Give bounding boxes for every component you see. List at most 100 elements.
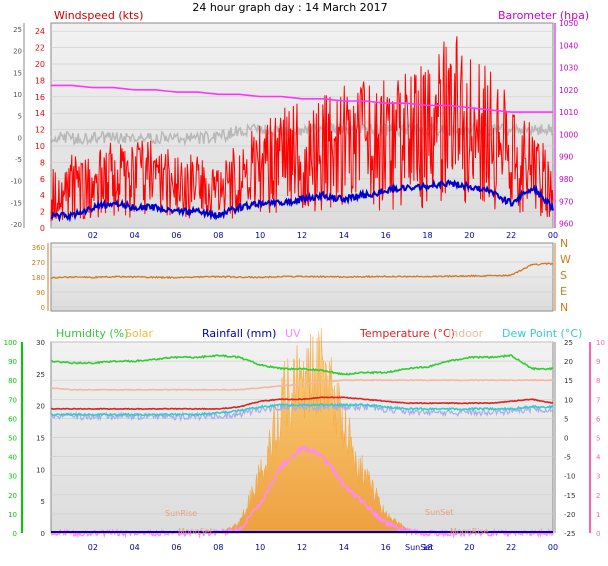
x-tick-label: 12 (297, 231, 307, 240)
x-tick-label: 04 (130, 231, 140, 240)
humidity-line (50, 354, 554, 376)
windspeed-tick-label: 16 (35, 93, 45, 102)
legend-item: Dew Point (°C) (502, 327, 582, 340)
x-tick-label: 08 (213, 543, 223, 552)
humidity-tick-label: 40 (8, 454, 17, 462)
rainfall-tick-label: 30 (36, 339, 45, 347)
windspeed-tick-label: 4 (40, 191, 45, 200)
rainfall-tick-label: 10 (36, 466, 45, 474)
panel3-legend: Humidity (%)Solar Rainfall (mm) UV Temperat… (56, 327, 582, 340)
barometer-tick-label: 970 (559, 197, 574, 206)
blue-trace-line (50, 179, 554, 223)
temperature-tick-label: -15 (564, 492, 575, 500)
windspeed-tick-label: 18 (35, 76, 45, 85)
humidity-tick-label: 80 (8, 377, 17, 385)
x-tick-label: 18 (422, 231, 432, 240)
panel2-series (50, 262, 554, 280)
legend-item: Solar (125, 327, 154, 340)
sun-moon-annotation: SunRise (165, 509, 197, 518)
humidity-temperature-panel: Humidity (%)Solar Rainfall (mm) UV Temperat… (4, 327, 605, 552)
temperature-tick-label: 25 (564, 339, 573, 347)
barometer-tick-label: 1020 (559, 86, 578, 95)
sun-moon-annotation: MoonSet (178, 527, 213, 536)
panel3-second-left-ticks: 30 25 20 15 10 5 0 (36, 339, 45, 538)
windspeed-axis-label: Windspeed (kts) (54, 9, 143, 22)
x-tick-label: 20 (464, 543, 474, 552)
panel3-right-ticks: 25 20 15 10 5 0 -5 -10 -15 -20 -25 (554, 339, 575, 538)
uv-tick-label: 8 (596, 377, 600, 385)
rainfall-tick-label: 25 (36, 371, 45, 379)
humidity-tick-label: 0 (13, 530, 17, 538)
direction-tick-label: 270 (32, 259, 45, 267)
windspeed-tick-label: 10 (35, 142, 45, 151)
windspeed-tick-label: 20 (35, 60, 45, 69)
far-left-tick-label: 5 (18, 113, 22, 121)
far-left-tick-label: -10 (11, 178, 22, 186)
x-tick-label: 10 (255, 231, 265, 240)
dewpoint-line (50, 402, 554, 417)
far-left-tick-label: -20 (11, 221, 22, 229)
x-tick-label: 20 (464, 231, 474, 240)
windspeed-tick-label: 0 (40, 224, 45, 233)
windspeed-tick-label: 24 (35, 27, 45, 36)
temperature-line (50, 396, 554, 411)
x-tick-label: 02 (88, 231, 98, 240)
x-tick-label: 00 (548, 543, 558, 552)
panel2-gridlines (51, 246, 553, 308)
panel3-annotations: SunRise MoonSet SunSet MoonRise SunSet (165, 508, 489, 552)
panel1-x-ticks: 02 04 06 08 10 12 14 16 18 20 22 00 (88, 231, 558, 240)
compass-label: S (560, 269, 567, 282)
compass-label: N (560, 301, 568, 314)
legend-item: Temperature (°C) (359, 327, 455, 340)
panel3-series (50, 328, 554, 539)
compass-label: E (560, 285, 567, 298)
windspeed-tick-label: 2 (40, 208, 45, 217)
panel3-x-ticks: 02 04 06 08 10 12 14 16 18 20 22 00 (88, 543, 558, 552)
lavender-line (50, 401, 554, 423)
x-tick-label: 18 (422, 543, 432, 552)
direction-tick-label: 180 (32, 274, 45, 282)
barometer-tick-label: 1000 (559, 130, 578, 139)
uv-tick-label: 1 (596, 511, 600, 519)
x-tick-label: 10 (255, 543, 265, 552)
wind-direction-line (50, 262, 554, 280)
temperature-tick-label: 10 (564, 396, 573, 404)
x-tick-label: 14 (339, 543, 349, 552)
rainfall-tick-label: 20 (36, 403, 45, 411)
x-tick-label: 04 (130, 543, 140, 552)
panel1-far-left-ticks: 25 20 15 10 5 0 -5 -10 -15 -20 (11, 23, 25, 229)
windspeed-tick-label: 12 (35, 126, 45, 135)
direction-tick-label: 360 (32, 244, 45, 252)
far-left-tick-label: 10 (13, 91, 22, 99)
x-tick-label: 02 (88, 543, 98, 552)
panel1-series (50, 36, 554, 223)
humidity-tick-label: 70 (8, 396, 17, 404)
humidity-tick-label: 100 (4, 339, 17, 347)
uv-tick-label: 4 (596, 454, 601, 462)
humidity-tick-label: 50 (8, 435, 17, 443)
barometer-tick-label: 1030 (559, 64, 578, 73)
windspeed-tick-label: 6 (40, 175, 45, 184)
uv-tick-label: 6 (596, 415, 601, 423)
x-tick-label: 06 (171, 231, 181, 240)
temperature-tick-label: 20 (564, 358, 573, 366)
far-left-tick-label: -5 (15, 156, 22, 164)
x-tick-label: 08 (213, 231, 223, 240)
barometer-tick-label: 980 (559, 175, 574, 184)
legend-item: UV (285, 327, 301, 340)
temperature-tick-label: -20 (564, 511, 575, 519)
far-left-tick-label: 0 (18, 134, 22, 142)
panel1-right-ticks: 1050 1040 1030 1020 1010 1000 990 980 970 960 (554, 19, 578, 229)
uv-tick-label: 3 (596, 473, 600, 481)
direction-tick-label: 90 (36, 289, 45, 297)
chart-title: 24 hour graph day : 14 March 2017 (192, 1, 387, 14)
humidity-tick-label: 90 (8, 358, 17, 366)
uv-tick-label: 5 (596, 435, 600, 443)
x-tick-label: 06 (171, 543, 181, 552)
far-left-tick-label: -15 (11, 199, 22, 207)
barometer-tick-label: 960 (559, 220, 574, 229)
barometer-axis-label: Barometer (hpa) (498, 9, 589, 22)
